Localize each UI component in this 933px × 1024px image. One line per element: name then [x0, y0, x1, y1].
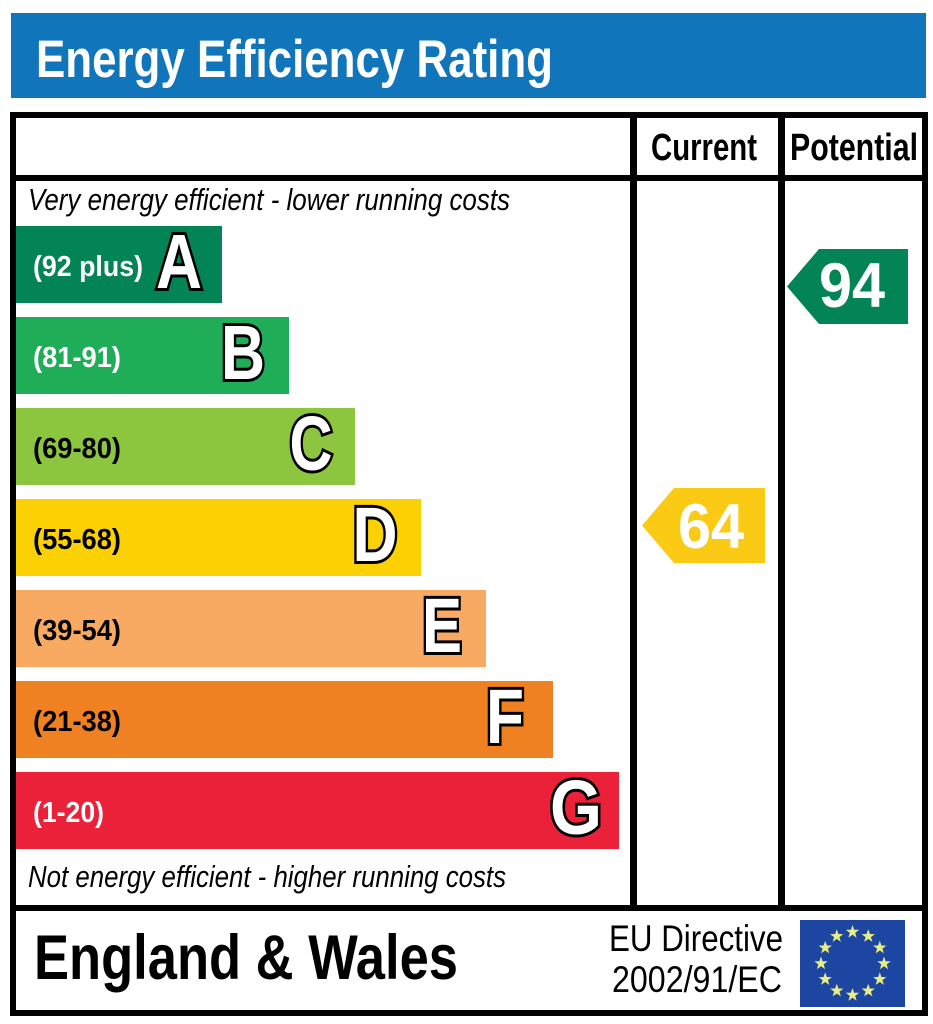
svg-text:E: E [422, 583, 462, 669]
svg-text:G: G [550, 765, 602, 851]
svg-text:(1-20): (1-20) [33, 797, 104, 829]
svg-text:(39-54): (39-54) [33, 615, 121, 647]
svg-text:(92 plus): (92 plus) [33, 251, 143, 283]
svg-text:2002/91/EC: 2002/91/EC [612, 959, 782, 1000]
svg-text:Current: Current [651, 127, 757, 169]
svg-text:(21-38): (21-38) [33, 706, 121, 738]
svg-text:(55-68): (55-68) [33, 524, 121, 556]
svg-text:Potential: Potential [790, 127, 918, 169]
svg-text:94: 94 [819, 251, 885, 321]
svg-text:B: B [221, 310, 265, 396]
svg-text:(69-80): (69-80) [33, 433, 121, 465]
svg-text:C: C [290, 401, 333, 487]
svg-text:Very energy efficient - lower: Very energy efficient - lower running co… [28, 182, 510, 217]
svg-text:(81-91): (81-91) [33, 342, 121, 374]
svg-text:Not energy efficient - higher: Not energy efficient - higher running co… [28, 859, 506, 894]
svg-text:D: D [353, 492, 398, 578]
svg-text:England & Wales: England & Wales [34, 923, 458, 993]
svg-text:A: A [156, 219, 202, 305]
svg-text:64: 64 [678, 492, 744, 562]
svg-text:F: F [486, 674, 524, 760]
svg-text:EU Directive: EU Directive [609, 918, 783, 959]
svg-text:Energy Efficiency Rating: Energy Efficiency Rating [36, 30, 553, 89]
